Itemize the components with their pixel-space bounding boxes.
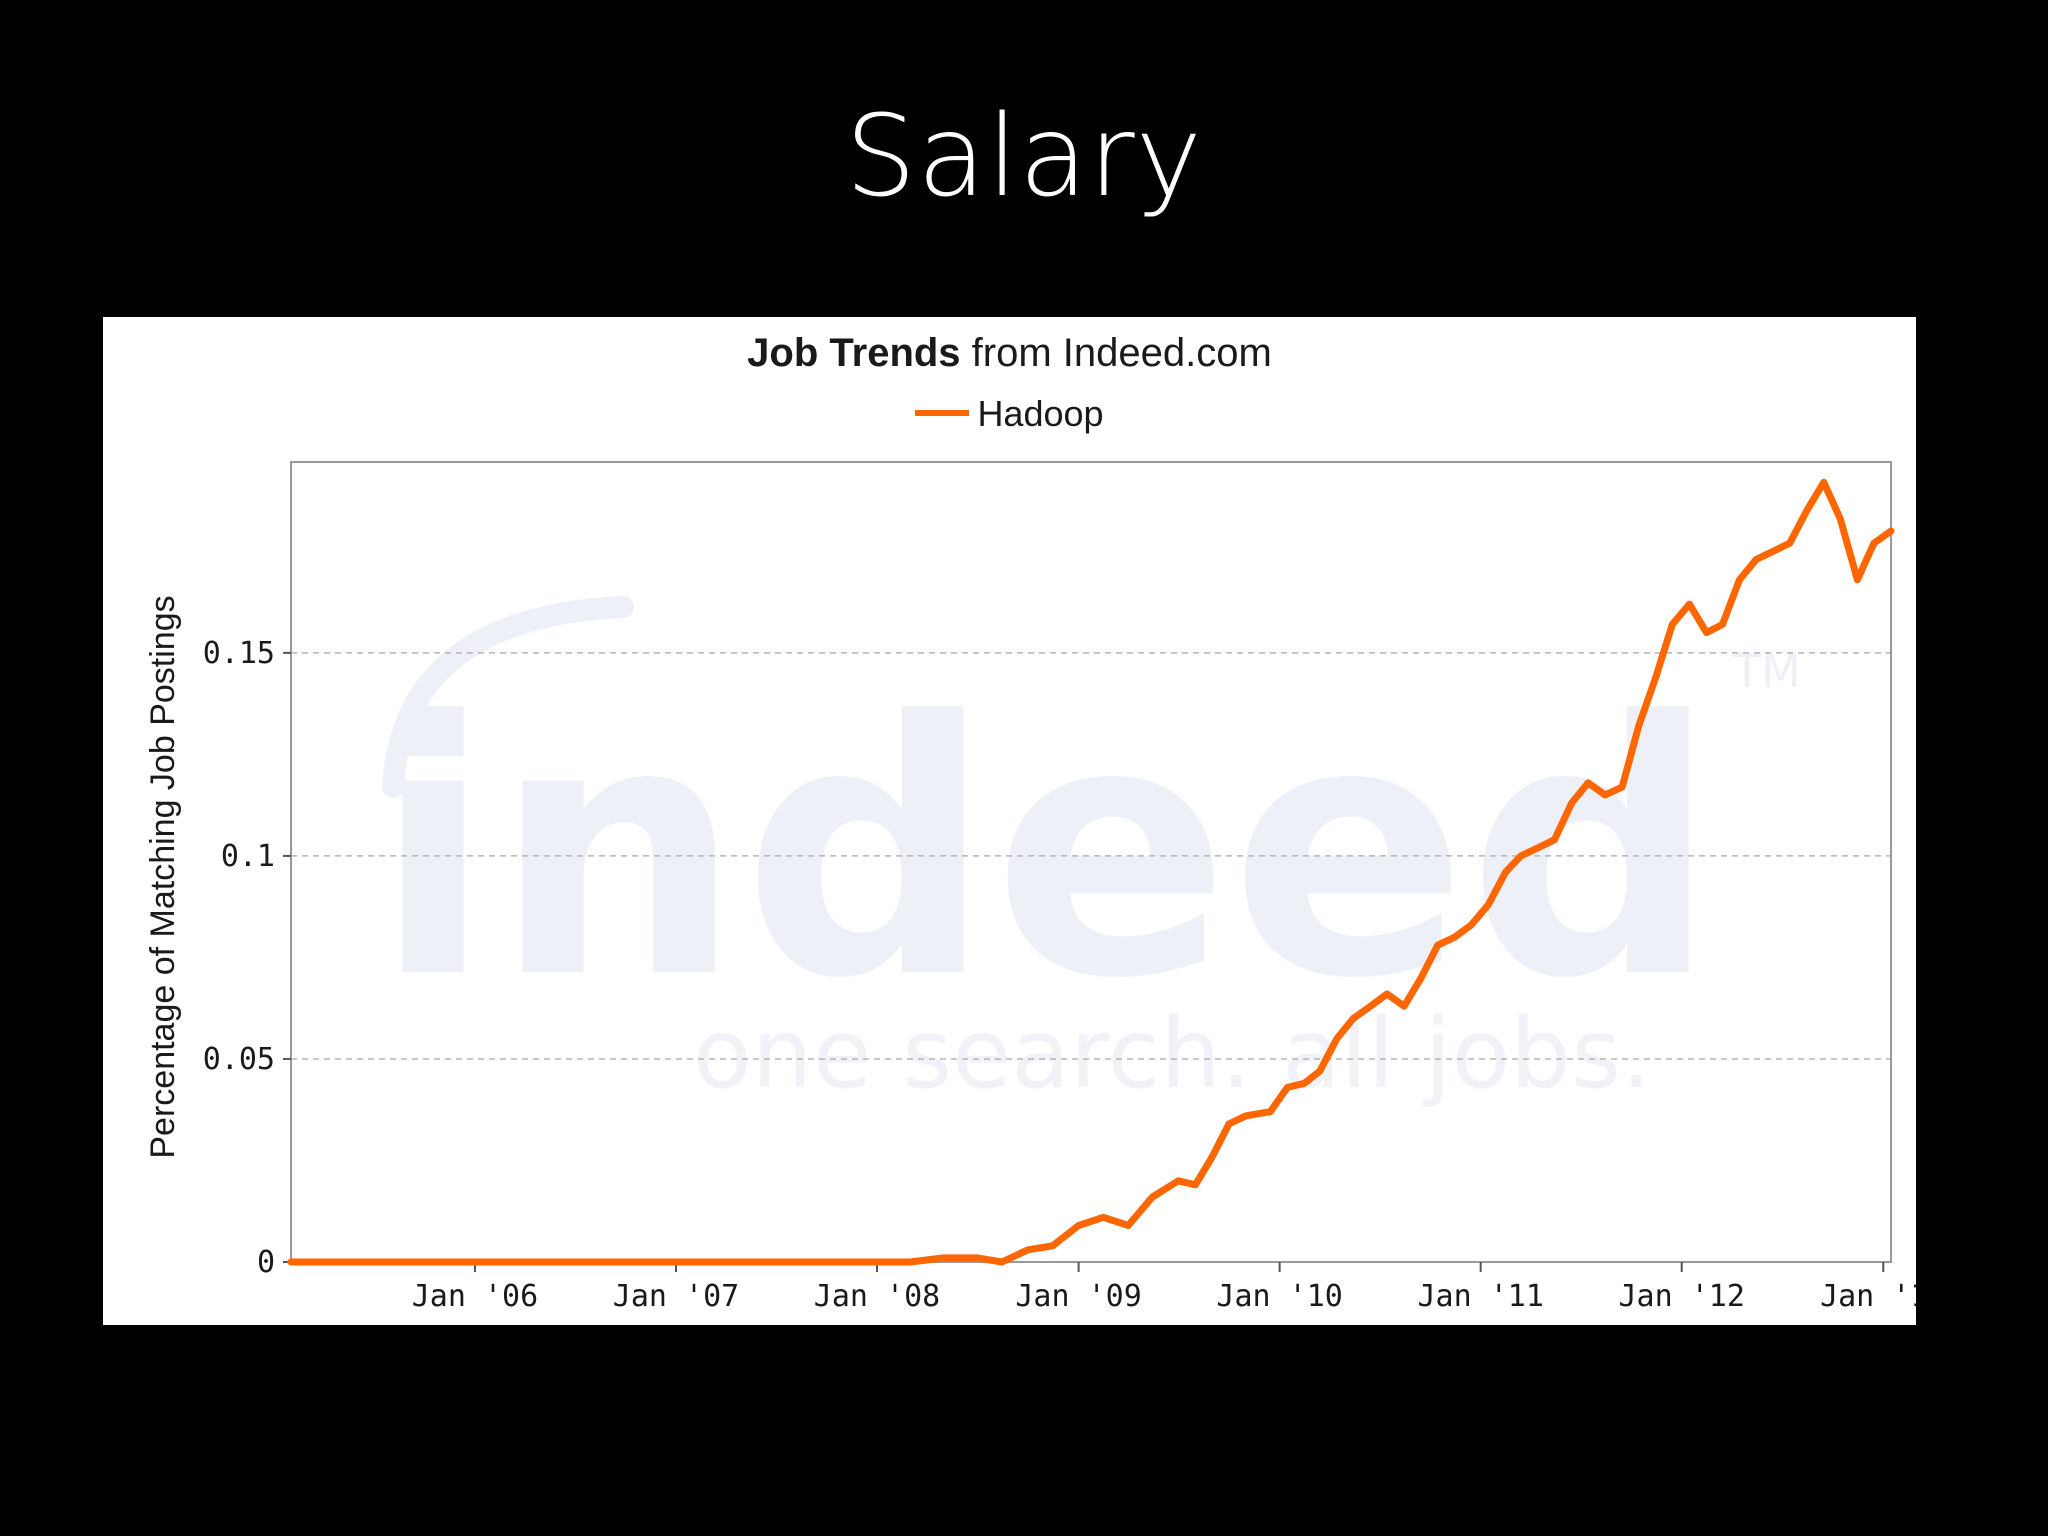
- y-tick-label: 0.05: [203, 1042, 275, 1077]
- chart-legend: Hadoop: [103, 389, 1916, 439]
- x-tick-label: Jan '12: [1618, 1279, 1744, 1314]
- chart-title: Job Trends from Indeed.com: [103, 325, 1916, 381]
- series-layer: [287, 478, 1895, 1266]
- y-tick-label: 0: [257, 1245, 275, 1280]
- x-tick-label: Jan '09: [1015, 1279, 1141, 1314]
- x-tick-label: Jan '07: [613, 1279, 739, 1314]
- watermark-slogan: one search. all jobs.: [693, 998, 1652, 1110]
- x-tick-label: Jan '13: [1820, 1279, 1916, 1314]
- y-tick-label: 0.15: [203, 636, 275, 671]
- chart-svg: indeed one search. all jobs. TM 0 0.05 0.1…: [203, 461, 1916, 1314]
- x-tick-label: Jan '06: [412, 1279, 538, 1314]
- x-tick-label: Jan '08: [814, 1279, 940, 1314]
- chart-title-rest: from Indeed.com: [960, 331, 1272, 375]
- legend-label-hadoop: Hadoop: [977, 393, 1104, 434]
- y-axis-ticks: 0 0.05 0.1 0.15: [203, 636, 291, 1280]
- series-line-hadoop: [287, 478, 1895, 1266]
- x-tick-label: Jan '10: [1216, 1279, 1342, 1314]
- watermark-swoosh: [382, 596, 634, 798]
- y-tick-label: 0.1: [221, 839, 275, 874]
- chart-panel: indeed one search. all jobs. TM 0 0.05 0.1…: [103, 317, 1916, 1325]
- x-axis-ticks: Jan '06 Jan '07 Jan '08 Jan '09 Jan '10 Jan '…: [412, 1262, 1916, 1314]
- indeed-watermark: indeed one search. all jobs. TM: [373, 596, 1801, 1110]
- legend-swatch-hadoop: [915, 410, 970, 417]
- plot-frame: [290, 461, 1892, 1263]
- watermark-logo-text: indeed: [373, 647, 1718, 1055]
- grid-lines: [291, 652, 1891, 1060]
- x-tick-label: Jan '11: [1417, 1279, 1543, 1314]
- chart-title-bold: Job Trends: [747, 331, 961, 375]
- watermark-tm: TM: [1732, 644, 1801, 698]
- slide-title: Salary: [845, 92, 1203, 222]
- y-axis-label: Percentage of Matching Job Postings: [144, 595, 182, 1159]
